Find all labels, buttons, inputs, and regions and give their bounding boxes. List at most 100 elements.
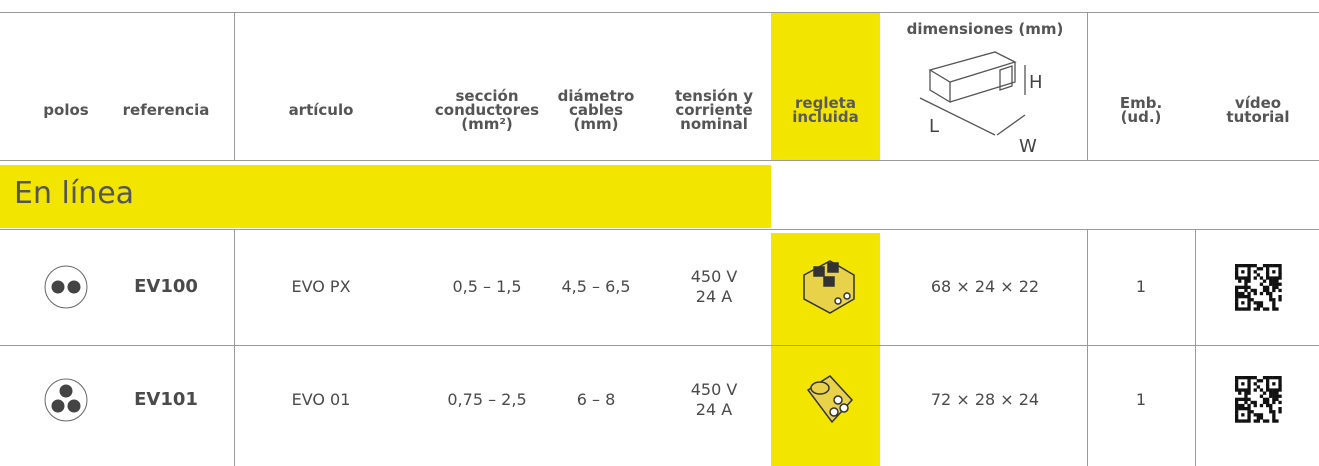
qr-module (1269, 279, 1273, 283)
qr-module (1235, 376, 1239, 380)
qr-module (1262, 288, 1267, 293)
header-text: tutorial (1226, 108, 1290, 126)
qr-module (1247, 397, 1251, 401)
qr-module (1235, 382, 1239, 386)
qr-module (1272, 304, 1276, 308)
cell-text: EVO PX (291, 277, 351, 296)
header-text: conductores (434, 101, 540, 119)
header: regleta incluida (771, 70, 880, 150)
qr-module (1241, 388, 1245, 392)
qr-module (1266, 267, 1270, 271)
qr-module (1272, 282, 1276, 286)
qr-module (1241, 407, 1245, 411)
header-text: Emb. (1119, 94, 1163, 112)
qr-module (1266, 276, 1270, 280)
qr-module (1247, 376, 1251, 380)
qr-module (1272, 391, 1276, 395)
cell: EV100 (106, 229, 226, 345)
qr-module (1241, 270, 1245, 274)
qr-module (1244, 282, 1248, 286)
qr-module (1259, 276, 1264, 280)
cell: 1 (1087, 229, 1195, 345)
qr-module (1262, 400, 1267, 405)
qr-module (1272, 307, 1276, 311)
cell-text: 72 × 28 × 24 (930, 390, 1040, 409)
qr-module (1266, 273, 1270, 277)
qr-module (1244, 276, 1248, 280)
qr-module (1262, 307, 1267, 311)
qr-module (1256, 385, 1260, 389)
qr-module (1241, 295, 1245, 299)
header: tensión y corriente nominal (664, 70, 764, 150)
header-text: diámetro (557, 87, 635, 105)
header-text: incluida (792, 108, 859, 126)
cell-text: 4,5 – 6,5 (561, 277, 631, 296)
qr-code (1235, 264, 1282, 315)
qr-module (1238, 295, 1242, 299)
header-text: corriente (675, 101, 753, 119)
qr-module (1235, 403, 1239, 408)
qr-module (1244, 288, 1248, 293)
qr-module (1253, 291, 1257, 296)
qr-module (1266, 400, 1270, 405)
header-text: cables (569, 101, 623, 119)
cell-text: EVO 01 (291, 390, 351, 409)
cell: 6 – 8 (551, 345, 641, 455)
qr-module (1275, 394, 1279, 398)
qr-module (1278, 407, 1282, 411)
qr-module (1247, 298, 1251, 302)
qr-module (1238, 279, 1242, 283)
cell: 72 × 28 × 24 (883, 345, 1087, 455)
header: vídeo tutorial (1205, 70, 1311, 150)
qr-module (1241, 397, 1245, 401)
qr-module (1272, 419, 1276, 423)
regleta-header-bg (771, 12, 880, 160)
qr-module (1278, 394, 1282, 398)
qr-module (1259, 416, 1264, 420)
cell-text: 1 (1135, 277, 1147, 296)
qr-module (1266, 288, 1270, 293)
rule (1195, 229, 1196, 466)
qr-module (1238, 403, 1242, 408)
qr-module (1238, 388, 1242, 392)
qr-module (1247, 301, 1251, 305)
qr-module (1262, 397, 1267, 401)
header: polos (26, 70, 106, 150)
qr-module (1235, 295, 1239, 299)
qr-module (1235, 379, 1239, 383)
qr-module (1256, 273, 1260, 277)
qr-module (1235, 410, 1239, 414)
dim-label: L (929, 116, 939, 137)
qr-module (1266, 403, 1270, 408)
qr-module (1244, 400, 1248, 405)
qr-module (1238, 397, 1242, 401)
header-text: sección (455, 87, 519, 105)
section-title: En línea (14, 176, 135, 211)
qr-module (1253, 276, 1257, 280)
qr-module (1244, 285, 1248, 289)
qr-module (1238, 391, 1242, 395)
qr-graphic (1235, 264, 1282, 311)
header-text: polos (43, 101, 89, 119)
header-text: nominal (680, 115, 748, 133)
qr-module (1235, 419, 1239, 423)
qr-module (1244, 388, 1248, 392)
qr-module (1244, 394, 1248, 398)
qr-module (1272, 416, 1276, 420)
qr-module (1247, 276, 1251, 280)
qr-module (1272, 264, 1276, 268)
qr-module (1253, 382, 1257, 386)
cell: EV101 (106, 345, 226, 455)
qr-module (1269, 282, 1273, 286)
qr-module (1272, 376, 1276, 380)
qr-module (1269, 394, 1273, 398)
qr-module (1235, 388, 1239, 392)
qr-module (1262, 279, 1267, 283)
rule (0, 229, 1319, 230)
qr-module (1238, 376, 1242, 380)
qr-module (1250, 400, 1254, 405)
cell-text: 450 V (690, 267, 738, 286)
qr-module (1235, 276, 1239, 280)
rule (234, 229, 235, 466)
qr-module (1244, 295, 1248, 299)
